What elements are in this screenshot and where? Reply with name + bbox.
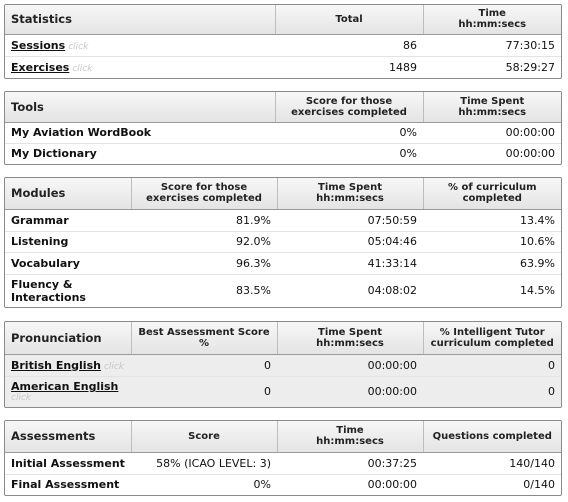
table-row: Grammar 81.9% 07:50:59 13.4%	[5, 209, 561, 232]
tools-header-row: Tools Score for those exercises completed…	[5, 92, 561, 123]
total-column-header: Total	[274, 5, 423, 35]
pronunciation-title: Pronunciation	[5, 322, 131, 355]
exercises-total: 1489	[389, 60, 417, 74]
pronunciation-time: 00:00:00	[277, 354, 423, 377]
module-time: 04:08:02	[367, 284, 417, 298]
pronunciation-score: 0	[131, 354, 277, 377]
score-column-header: Score for those exercises completed	[274, 92, 423, 123]
module-score: 81.9%	[131, 209, 277, 232]
pronunciation-time: 00:00:00	[277, 376, 423, 407]
time-column-header: Time hh:mm:secs	[422, 5, 561, 35]
assessment-label: Initial Assessment	[5, 452, 131, 475]
click-hint: click	[11, 393, 32, 404]
tool-label: My Dictionary	[11, 147, 97, 161]
sessions-total: 86	[275, 34, 423, 57]
tools-table: Tools Score for those exercises completed…	[5, 92, 561, 164]
score-column-header: Score for those exercises completed	[130, 178, 277, 210]
score-column-header: Score	[130, 421, 277, 453]
tool-time: 00:00:00	[505, 147, 555, 161]
assessment-questions: 140/140	[423, 452, 561, 475]
assessment-score: 0%	[253, 478, 271, 492]
statistics-table: Statistics Total Time hh:mm:secs Sessions…	[5, 5, 561, 78]
tool-score: 0%	[275, 122, 423, 144]
pronunciation-header-row: Pronunciation Best Assessment Score% Tim…	[5, 322, 561, 355]
assessment-time: 00:37:25	[277, 452, 423, 475]
tool-time: 00:00:00	[423, 122, 561, 144]
module-pct: 13.4%	[423, 209, 561, 232]
exercises-time: 58:29:27	[505, 60, 555, 74]
module-label: Listening	[5, 231, 131, 253]
click-hint: click	[68, 41, 89, 52]
click-hint: click	[72, 63, 93, 74]
table-row: Final Assessment 0% 00:00:00 0/140	[5, 474, 561, 495]
modules-panel: Modules Score for those exercises complet…	[4, 177, 562, 308]
tools-panel: Tools Score for those exercises completed…	[4, 91, 562, 165]
assessment-questions: 0/140	[523, 478, 555, 492]
time-spent-column-header: Time Spent hh:mm:secs	[422, 92, 561, 123]
module-label: Fluency & Interactions	[11, 277, 86, 304]
sessions-link[interactable]: Sessions	[11, 38, 66, 52]
tools-title: Tools	[5, 92, 275, 123]
modules-header-row: Modules Score for those exercises complet…	[5, 178, 561, 210]
best-score-column-header: Best Assessment Score%	[130, 322, 277, 355]
tool-score: 0%	[399, 147, 417, 161]
exercises-link[interactable]: Exercises	[11, 60, 70, 74]
modules-title: Modules	[5, 178, 131, 210]
module-pct: 14.5%	[520, 284, 555, 298]
module-pct: 10.6%	[423, 231, 561, 253]
module-score: 96.3%	[131, 252, 277, 275]
module-score: 83.5%	[236, 284, 271, 298]
pronunciation-score: 0	[131, 376, 277, 407]
table-row: Sessions click 86 77:30:15	[5, 34, 561, 57]
table-row: My Dictionary 0% 00:00:00	[5, 143, 561, 164]
pronunciation-pct: 0	[423, 376, 561, 407]
pronunciation-pct: 0	[423, 354, 561, 377]
pronunciation-table: Pronunciation Best Assessment Score% Tim…	[5, 322, 561, 407]
pronunciation-panel: Pronunciation Best Assessment Score% Tim…	[4, 321, 562, 408]
module-time: 07:50:59	[277, 209, 423, 232]
table-row: British English click 0 00:00:00 0	[5, 354, 561, 377]
module-time: 41:33:14	[277, 252, 423, 275]
sessions-time: 77:30:15	[423, 34, 561, 57]
statistics-title: Statistics	[5, 5, 275, 35]
statistics-header-row: Statistics Total Time hh:mm:secs	[5, 5, 561, 35]
tool-label: My Aviation WordBook	[5, 122, 275, 144]
table-row: Listening 92.0% 05:04:46 10.6%	[5, 231, 561, 253]
assessment-score: 58% (ICAO LEVEL: 3)	[131, 452, 277, 475]
assessment-label: Final Assessment	[11, 478, 120, 492]
table-row: My Aviation WordBook 0% 00:00:00	[5, 122, 561, 144]
curriculum-column-header: % of curriculum completed	[422, 178, 561, 210]
assessments-title: Assessments	[5, 421, 131, 453]
american-english-link[interactable]: American English	[11, 380, 119, 394]
assessments-panel: Assessments Score Time hh:mm:secs Questio…	[4, 420, 562, 496]
modules-table: Modules Score for those exercises complet…	[5, 178, 561, 307]
table-row: Initial Assessment 58% (ICAO LEVEL: 3) 0…	[5, 452, 561, 475]
time-spent-column-header: Time Spent hh:mm:secs	[276, 322, 423, 355]
module-label: Grammar	[5, 209, 131, 232]
module-label: Vocabulary	[5, 252, 131, 275]
click-hint: click	[103, 361, 125, 372]
time-spent-column-header: Time Spent hh:mm:secs	[276, 178, 423, 210]
british-english-link[interactable]: British English	[11, 358, 101, 372]
assessments-header-row: Assessments Score Time hh:mm:secs Questio…	[5, 421, 561, 453]
time-column-header: Time hh:mm:secs	[276, 421, 423, 453]
table-row: Exercises click 1489 58:29:27	[5, 56, 561, 78]
table-row: Fluency & Interactions 83.5% 04:08:02 14.…	[5, 274, 561, 307]
assessments-table: Assessments Score Time hh:mm:secs Questio…	[5, 421, 561, 495]
assessment-time: 00:00:00	[367, 478, 417, 492]
module-score: 92.0%	[131, 231, 277, 253]
tutor-column-header: % Intelligent Tutor curriculum completed	[422, 322, 561, 355]
module-pct: 63.9%	[423, 252, 561, 275]
statistics-panel: Statistics Total Time hh:mm:secs Sessions…	[4, 4, 562, 79]
questions-column-header: Questions completed	[422, 421, 561, 453]
table-row: American English click 0 00:00:00 0	[5, 376, 561, 407]
module-time: 05:04:46	[277, 231, 423, 253]
table-row: Vocabulary 96.3% 41:33:14 63.9%	[5, 252, 561, 275]
